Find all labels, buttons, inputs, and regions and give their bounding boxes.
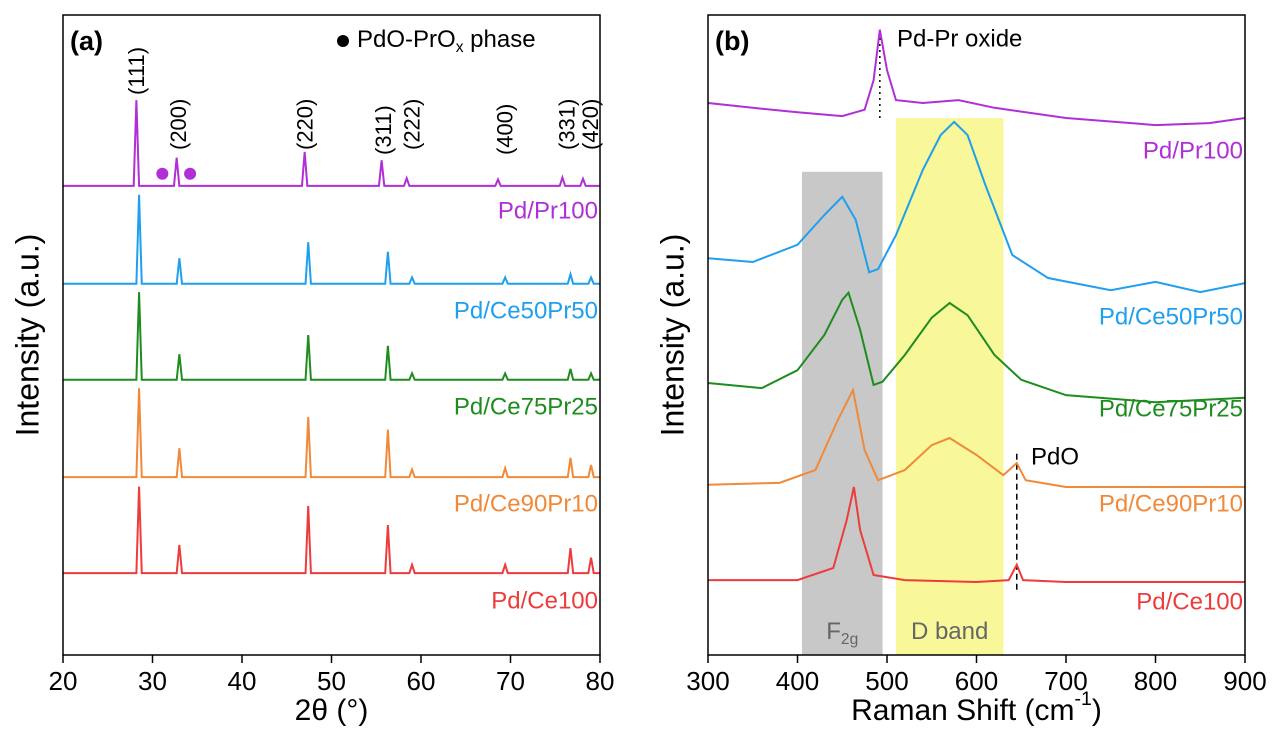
band-label-main: D band: [911, 618, 988, 645]
band-label: F2g: [826, 618, 858, 648]
series-line: [63, 194, 600, 285]
legend-label-main: PdO-PrO: [357, 26, 456, 53]
peak-label: (222): [400, 99, 425, 150]
series-label: Pd/Ce90Pr10: [1099, 490, 1243, 517]
series-line: [63, 388, 600, 479]
annotation: PdO: [1031, 443, 1079, 470]
x-tick-label: 600: [955, 666, 998, 696]
x-tick-label: 900: [1223, 666, 1266, 696]
series-label: Pd/Ce100: [1136, 588, 1243, 615]
band-label-main: F: [826, 618, 841, 645]
shaded-band: [895, 118, 1004, 656]
x-tick-label: 500: [865, 666, 908, 696]
series-line: [707, 290, 1246, 404]
series-label: Pd/Ce50Pr50: [1099, 303, 1243, 330]
band-label: D band: [911, 618, 988, 645]
series-line: [707, 120, 1246, 294]
panel-title: (a): [70, 26, 103, 56]
series-label: Pd/Ce75Pr25: [1099, 395, 1243, 422]
x-tick-label: 800: [1134, 666, 1177, 696]
peak-label: (400): [493, 104, 518, 155]
panel-title: (b): [715, 26, 749, 56]
legend-marker: [337, 35, 349, 47]
x-tick-label: 300: [686, 666, 729, 696]
x-axis-label: Raman Shift (cm-1): [851, 688, 1102, 727]
annotation: Pd-Pr oxide: [897, 25, 1022, 52]
peak-label: (111): [124, 47, 149, 95]
x-axis-label: 2θ (°): [295, 694, 369, 727]
series-label: Pd/Ce75Pr25: [454, 393, 598, 420]
legend-label-sub: x: [456, 39, 464, 56]
legend-label: PdO-PrOx phase: [357, 26, 536, 56]
peak-label: (311): [371, 105, 396, 155]
series-label: Pd/Pr100: [1143, 137, 1243, 164]
band-label-sub: 2g: [841, 631, 858, 648]
phase-marker: [184, 167, 197, 180]
x-tick-label: 80: [586, 666, 615, 696]
peak-label: (331): [554, 99, 579, 150]
legend-label-tail: phase: [463, 26, 535, 53]
peak-label: (420): [578, 99, 603, 150]
series-label: Pd/Ce100: [491, 587, 598, 614]
series-label: Pd/Ce50Pr50: [454, 297, 598, 324]
peak-label: (220): [292, 99, 317, 150]
x-tick-label: 700: [1044, 666, 1087, 696]
peak-label: (200): [166, 99, 191, 150]
x-tick-label: 30: [138, 666, 167, 696]
series-label: Pd/Pr100: [498, 197, 598, 224]
x-tick-label: 400: [776, 666, 819, 696]
x-tick-label: 60: [407, 666, 436, 696]
x-axis-label-sup: -1: [1075, 688, 1092, 710]
x-tick-label: 40: [228, 666, 257, 696]
x-tick-label: 20: [49, 666, 78, 696]
series-line: [708, 486, 1245, 584]
series-line: [63, 292, 600, 381]
series-line: [707, 386, 1245, 488]
x-tick-label: 50: [317, 666, 346, 696]
y-axis-label: Intensity (a.u.): [654, 234, 690, 437]
series-line: [707, 29, 1246, 127]
phase-marker: [156, 167, 169, 180]
series-line: [63, 100, 600, 187]
x-axis-label-tail: ): [1092, 694, 1102, 727]
x-axis-label-main: Raman Shift (cm: [851, 694, 1074, 727]
plot-frame: [62, 14, 601, 656]
x-tick-label: 70: [496, 666, 525, 696]
series-label: Pd/Ce90Pr10: [454, 490, 598, 517]
series-line: [63, 486, 600, 575]
y-axis-label: Intensity (a.u.): [9, 234, 45, 437]
